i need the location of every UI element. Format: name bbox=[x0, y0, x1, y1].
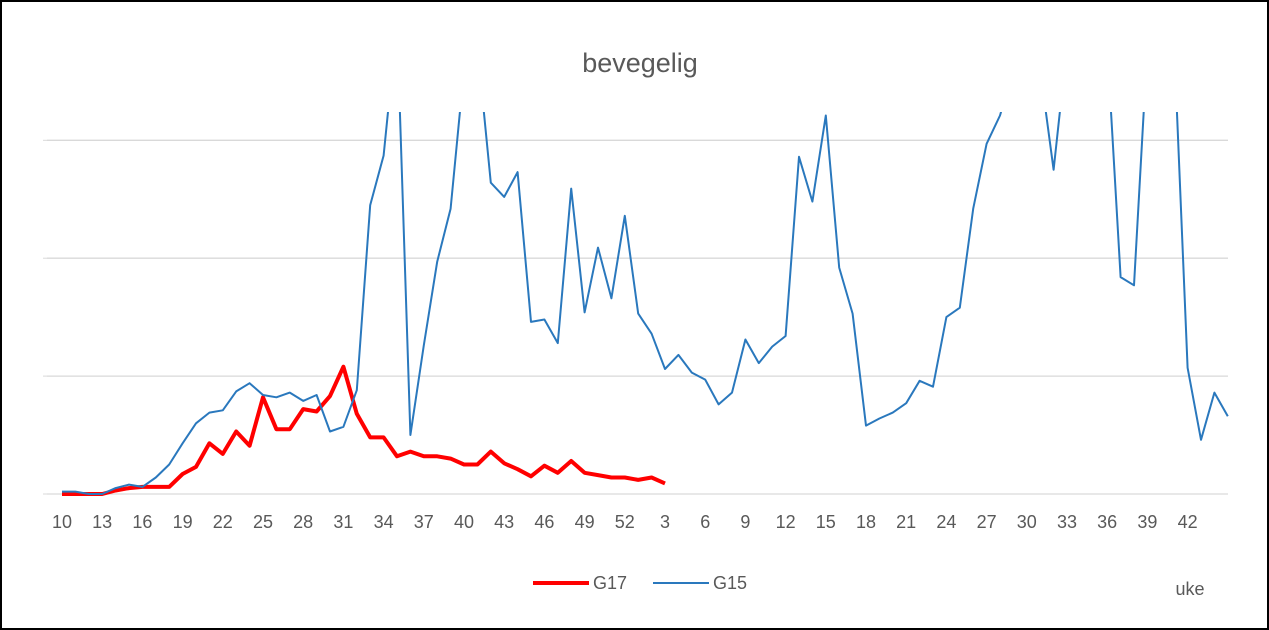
x-tick-label: 10 bbox=[52, 512, 72, 532]
x-tick-label: 36 bbox=[1097, 512, 1117, 532]
x-axis-label: uke bbox=[1175, 579, 1204, 599]
x-tick-label: 22 bbox=[213, 512, 233, 532]
x-tick-label: 19 bbox=[173, 512, 193, 532]
x-tick-label: 34 bbox=[374, 512, 394, 532]
x-tick-label: 9 bbox=[740, 512, 750, 532]
x-tick-label: 40 bbox=[454, 512, 474, 532]
x-tick-label: 15 bbox=[816, 512, 836, 532]
x-tick-label: 6 bbox=[700, 512, 710, 532]
x-tick-label: 39 bbox=[1137, 512, 1157, 532]
legend-label: G15 bbox=[713, 573, 747, 593]
x-tick-label: 28 bbox=[293, 512, 313, 532]
line-series bbox=[62, 364, 666, 496]
x-tick-label: 25 bbox=[253, 512, 273, 532]
x-tick-label: 43 bbox=[494, 512, 514, 532]
x-tick-label: 52 bbox=[615, 512, 635, 532]
x-tick-label: 33 bbox=[1057, 512, 1077, 532]
x-tick-label: 3 bbox=[660, 512, 670, 532]
x-tick-label: 31 bbox=[333, 512, 353, 532]
line-series bbox=[62, 112, 1229, 495]
x-tick-label: 12 bbox=[776, 512, 796, 532]
x-tick-label: 27 bbox=[977, 512, 997, 532]
x-tick-label: 42 bbox=[1178, 512, 1198, 532]
x-tick-label: 37 bbox=[414, 512, 434, 532]
plot-area bbox=[62, 112, 1229, 496]
x-tick-label: 49 bbox=[575, 512, 595, 532]
legend-label: G17 bbox=[593, 573, 627, 593]
x-tick-label: 30 bbox=[1017, 512, 1037, 532]
x-tick-label: 18 bbox=[856, 512, 876, 532]
x-tick-label: 21 bbox=[896, 512, 916, 532]
x-tick-label: 16 bbox=[132, 512, 152, 532]
chart-title: bevegelig bbox=[582, 48, 698, 78]
x-tick-label: 13 bbox=[92, 512, 112, 532]
x-tick-label: 46 bbox=[534, 512, 554, 532]
x-tick-label: 24 bbox=[936, 512, 956, 532]
